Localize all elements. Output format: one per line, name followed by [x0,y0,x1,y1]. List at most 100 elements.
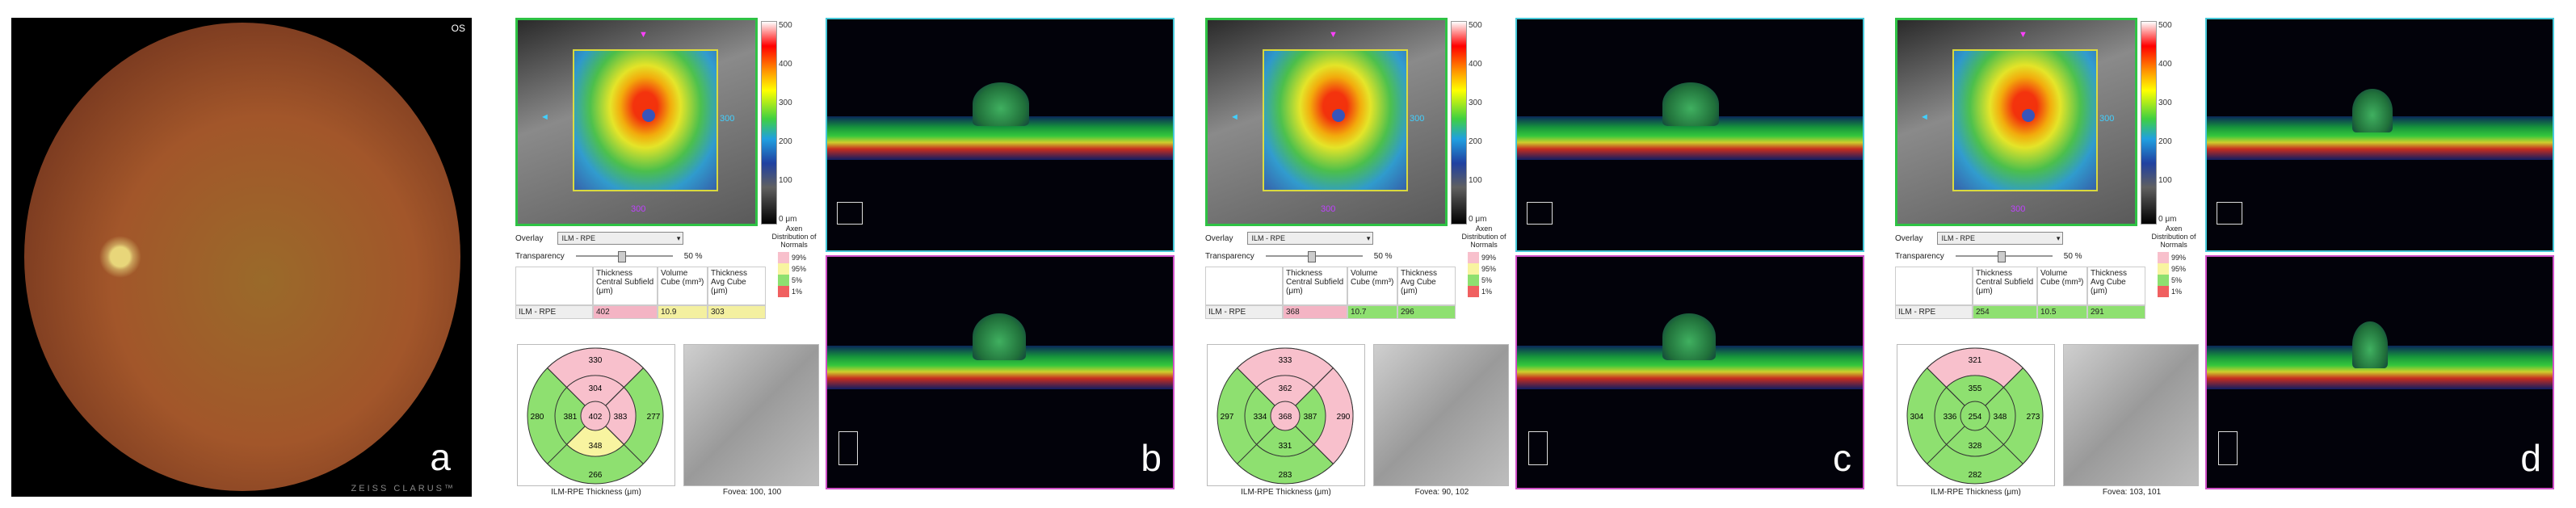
map-left-arrow-icon: ◄ [540,112,549,122]
legend-level: 5% [2171,276,2183,284]
col-central-header: Thickness Central Subfield (μm) [593,267,658,305]
legend-level: 1% [1481,288,1493,296]
legend-swatch [1468,252,1479,263]
overlay-label: Overlay [1895,233,1923,243]
bscan-horizontal[interactable] [2205,18,2554,252]
legend-level: 95% [792,265,807,273]
thickness-overlay [1952,49,2098,191]
scan-orientation-icon [837,202,863,225]
legend-level: 95% [1481,265,1497,273]
etdrs-grid: 321 355 304 336 254 348 273 328 282 [1897,344,2055,486]
transparency-slider[interactable] [1265,251,1363,262]
fundus-photo: OS a ZEISS CLARUS™ [11,18,472,497]
macular-lesion [2352,321,2388,368]
etdrs-inner-left: 334 [1254,413,1267,422]
fundus-thumbnail[interactable] [2063,344,2199,486]
legend-swatch [778,275,789,286]
etdrs-outer-top: 330 [589,356,603,365]
map-right-value: 300 [1410,114,1425,124]
map-bottom-value: 300 [2011,204,2026,214]
overlay-select[interactable]: ILM - RPE [1937,232,2064,245]
overlay-select[interactable]: ILM - RPE [1247,232,1374,245]
etdrs-center: 254 [1969,413,1982,422]
transparency-slider[interactable] [575,251,673,262]
normals-title: Axen Distribution of Normals [1461,225,1507,249]
transparency-slider[interactable] [1955,251,2053,262]
col-avg-header: Thickness Avg Cube (μm) [1397,267,1456,305]
etdrs-outer-left: 297 [1221,413,1234,422]
macular-lesion [1662,82,1719,126]
bscan-horizontal[interactable] [1515,18,1864,252]
col-central-header: Thickness Central Subfield (μm) [1973,267,2037,305]
legend-level: 5% [1481,276,1493,284]
legend-swatch [2158,252,2169,263]
scan-orientation-icon [1527,202,1553,225]
row-label: ILM - RPE [1205,305,1283,319]
avg-value: 303 [708,305,766,319]
thickness-map[interactable]: ◄ 300 ▼ 300 [515,18,758,226]
etdrs-outer-top: 333 [1279,356,1292,365]
oct-panel-c: ◄ 300 ▼ 300 500 400 300 200 100 0 μm Overlay … [1205,11,1868,497]
etdrs-inner-left: 336 [1944,413,1957,422]
legend-swatch [2158,275,2169,286]
legend-swatch [778,252,789,263]
fundus-thumbnail[interactable] [1373,344,1509,486]
etdrs-center: 402 [589,413,603,422]
bscan-vertical[interactable]: d [2205,255,2554,489]
fovea-coords: Fovea: 90, 102 [1414,488,1469,497]
slider-handle[interactable] [1997,251,2006,262]
legend-swatch [1468,275,1479,286]
etdrs-chart: 330 304 280 381 402 383 277 348 266 [527,347,664,485]
device-brand: ZEISS CLARUS™ [351,484,456,493]
thickness-map[interactable]: ◄ 300 ▼ 300 [1895,18,2137,226]
scale-label: 400 [779,60,792,69]
transparency-value: 50 % [2063,251,2082,261]
macular-lesion [973,313,1026,360]
map-bottom-value: 300 [631,204,646,214]
etdrs-inner-top: 362 [1279,384,1292,393]
transparency-label: Transparency [1205,251,1254,261]
legend-level: 99% [1481,254,1497,262]
scan-orientation-icon [2218,431,2238,465]
etdrs-inner-right: 348 [1994,413,2007,422]
thickness-table: Thickness Central Subfield (μm) Volume C… [1205,267,1456,319]
legend-level: 99% [792,254,807,262]
oct-panel-b: ◄ 300 ▼ 300 500 400 300 200 100 0 μm Overlay … [515,11,1178,497]
normals-legend: Axen Distribution of Normals 99% 95% 5% 1% [769,225,819,297]
thickness-overlay [1263,49,1408,191]
scan-orientation-icon [2217,202,2242,225]
bscan-vertical[interactable]: c [1515,255,1864,489]
etdrs-chart: 333 362 297 334 368 387 290 331 283 [1217,347,1354,485]
etdrs-caption: ILM-RPE Thickness (μm) [1931,488,2021,497]
etdrs-center: 368 [1279,413,1292,422]
slider-handle[interactable] [617,251,626,262]
legend-swatch [2158,286,2169,297]
legend-swatch [2158,263,2169,275]
thickness-color-scale [2141,21,2157,225]
row-label: ILM - RPE [1895,305,1973,319]
etdrs-inner-right: 387 [1304,413,1317,422]
col-volume-header: Volume Cube (mm³) [1347,267,1397,305]
scale-label: 100 [2158,176,2172,185]
etdrs-outer-left: 304 [1910,413,1924,422]
map-left-arrow-icon: ◄ [1230,112,1239,122]
slider-handle[interactable] [1307,251,1316,262]
scale-label: 500 [1469,21,1482,30]
etdrs-inner-bottom: 348 [589,442,603,451]
figure-label-a: a [430,436,451,478]
thickness-map[interactable]: ◄ 300 ▼ 300 [1205,18,1448,226]
etdrs-inner-bottom: 331 [1279,442,1292,451]
overlay-select[interactable]: ILM - RPE [557,232,684,245]
central-value: 368 [1283,305,1347,319]
overlay-controls: Overlay ILM - RPE Transparency 50 % [515,229,774,265]
fundus-thumbnail[interactable] [683,344,819,486]
map-bottom-value: 300 [1321,204,1336,214]
normals-legend: Axen Distribution of Normals 99% 95% 5% 1% [2149,225,2199,297]
scan-orientation-icon [1528,431,1548,465]
etdrs-outer-bottom: 282 [1969,471,1982,480]
bscan-horizontal[interactable] [826,18,1175,252]
thickness-color-scale [1451,21,1467,225]
map-right-value: 300 [720,114,735,124]
bscan-vertical[interactable]: b [826,255,1175,489]
volume-value: 10.5 [2037,305,2087,319]
